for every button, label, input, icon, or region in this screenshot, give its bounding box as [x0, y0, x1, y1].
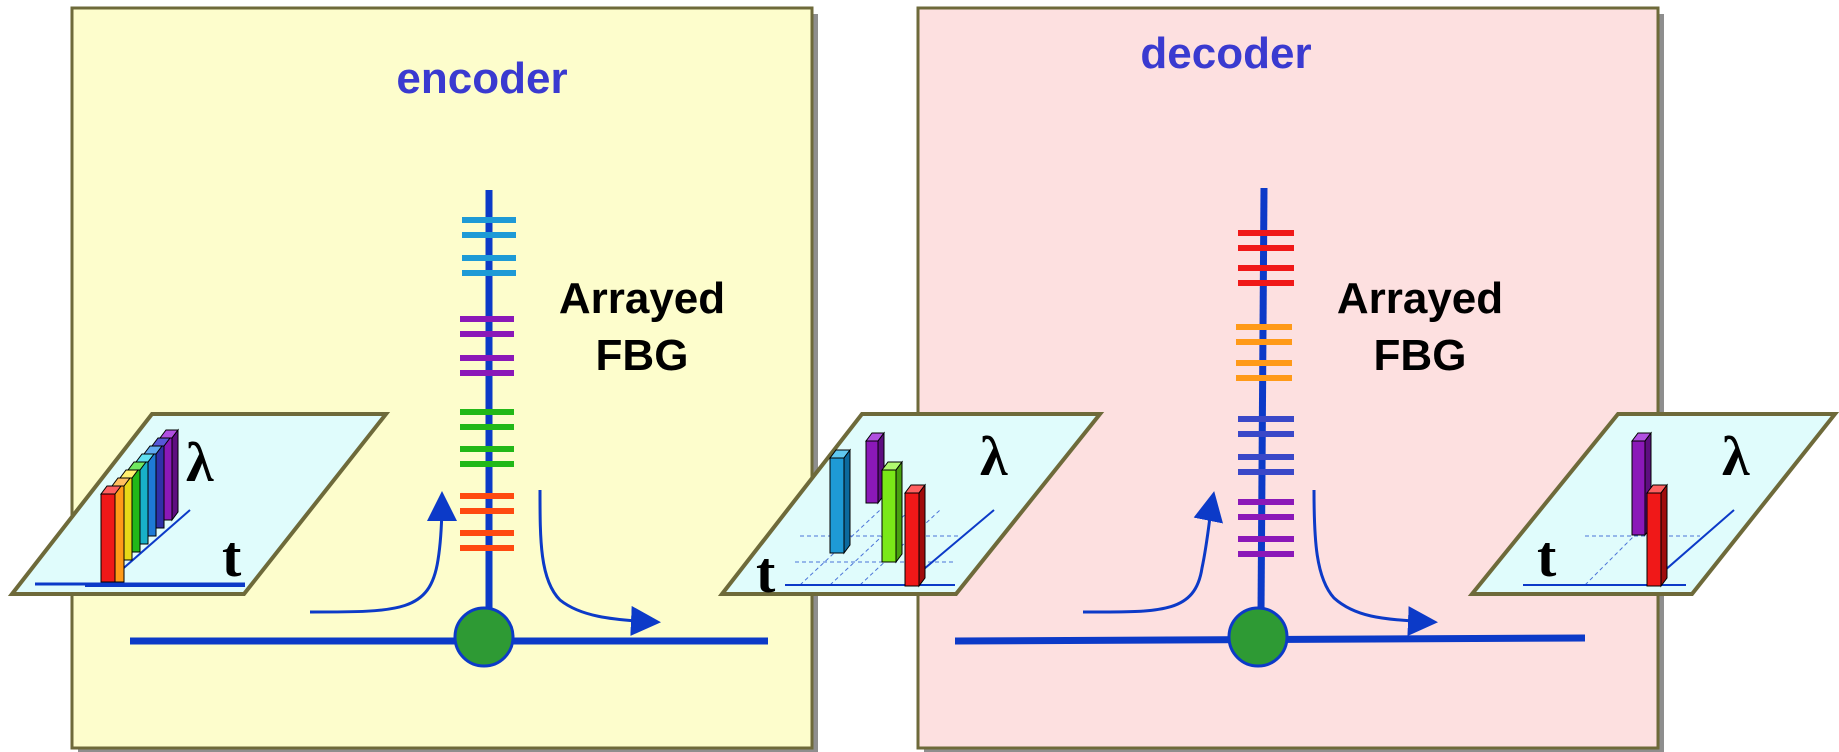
decoded-plot-t-label: t — [1537, 524, 1557, 589]
input-rainbow-bars — [100, 428, 179, 583]
decoder-output-arrow — [1312, 489, 1438, 637]
input-plot-t-label: t — [222, 524, 242, 589]
encoder-title: encoder — [396, 54, 567, 103]
encoder-label-arrayed: Arrayed — [559, 274, 725, 323]
decoder-panel: decoder Arrayed FBG — [916, 6, 1664, 752]
encoder-coupler-node — [453, 606, 515, 668]
encoder-grating-cyan — [462, 217, 516, 276]
encoded-bar-green — [881, 460, 903, 564]
decoder-label-arrayed: Arrayed — [1337, 274, 1503, 323]
decoder-input-arrow — [1082, 491, 1224, 614]
encoder-panel: encoder Arrayed FBG — [70, 6, 818, 752]
encoder-grating-purple — [460, 316, 514, 376]
decoded-spectrum-plot: λ t — [1467, 412, 1839, 596]
decoder-grating-orange — [1236, 324, 1292, 381]
decoded-bar-red — [1646, 483, 1668, 588]
decoder-coupler-node — [1227, 606, 1289, 668]
input-spectrum-plot: λ t — [7, 412, 391, 596]
decoded-plot-lambda-label: λ — [1722, 426, 1750, 488]
decoder-grating-red — [1238, 230, 1294, 286]
encoded-plot-lambda-label: λ — [980, 426, 1008, 488]
encoded-plot-t-label: t — [756, 540, 776, 605]
decoder-vertical-fiber — [1257, 187, 1268, 613]
encoder-grating-green — [460, 409, 514, 467]
decoder-label-fbg: FBG — [1374, 331, 1467, 380]
encoded-bar-cyan — [829, 448, 851, 555]
encoder-input-arrow — [309, 491, 457, 614]
encoder-grating-red — [460, 493, 514, 551]
decoder-title: decoder — [1140, 29, 1311, 78]
decoder-grating-purple — [1238, 499, 1294, 557]
encoded-bar-purple — [865, 431, 885, 505]
encoder-label-fbg: FBG — [596, 331, 689, 380]
encoded-spectrum-plot: λ t — [717, 412, 1105, 605]
input-bar-red — [100, 485, 122, 583]
input-plot-lambda-label: λ — [186, 432, 214, 494]
decoder-grating-blue — [1238, 416, 1294, 475]
encoded-bar-red — [904, 483, 926, 588]
encoder-output-arrow — [538, 489, 661, 636]
